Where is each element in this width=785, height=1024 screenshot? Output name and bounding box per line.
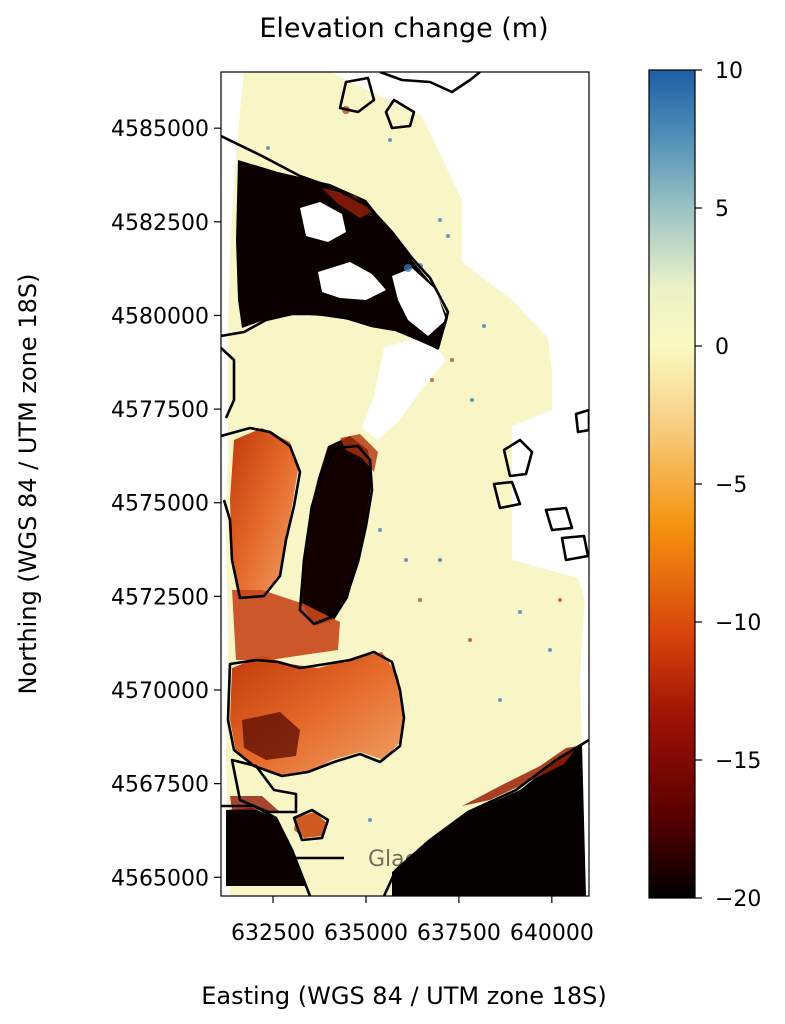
x-axis-ticks: 632500 635000 637500 640000 [231,896,594,946]
y-tick-label: 4582500 [111,211,209,236]
southern-glacier-core [242,712,300,760]
legend: Glacier outline [292,847,528,872]
no-data-gap [512,412,560,560]
west-edge-outline [221,347,302,600]
colorbar-tick-label: 0 [715,335,729,360]
southern-inner-outline [230,758,298,814]
x-tick-label: 637500 [417,921,501,946]
chart-title: Elevation change (m) [259,13,548,44]
northern-glacier-outline [221,134,450,350]
colorbar-tick-label: 5 [715,197,729,222]
x-axis-label: Easting (WGS 84 / UTM zone 18S) [201,982,607,1010]
no-data-patch [318,262,386,300]
x-tick-label: 635000 [324,921,408,946]
y-tick-label: 4585000 [111,117,209,142]
positive-change-speckles [266,138,552,822]
colorbar-tick-label: 10 [715,59,743,84]
axes-frame [220,71,590,897]
small-glacier-outline [292,808,330,842]
y-tick-label: 4567500 [111,773,209,798]
colorbar [648,69,696,899]
colorbar-ticks: 10 5 0 −5 −10 −15 −20 [695,59,761,912]
y-tick-label: 4575000 [111,492,209,517]
no-data-patch [300,202,346,242]
northern-glacier-margin [322,188,372,218]
colorbar-tick-label: −10 [715,611,761,636]
colorbar-tick-label: −20 [715,887,761,912]
x-tick-label: 640000 [510,921,594,946]
y-tick-label: 4570000 [111,679,209,704]
no-data-patch [392,268,446,336]
northern-nunatak-outline [338,76,376,114]
y-tick-label: 4580000 [111,304,209,329]
northern-glacier-dh [236,160,448,350]
x-tick-label: 632500 [231,921,315,946]
y-tick-label: 4572500 [111,585,209,610]
central-glacier-margin [340,434,378,472]
southeast-glacier-outline [382,738,589,896]
small-glacier-dh [294,812,326,838]
western-tongue-dh [232,590,340,660]
glacier-outlines [221,72,589,896]
southern-glaciers-dh [230,652,404,776]
southwest-glacier-outline [221,804,312,896]
y-axis-ticks: 4565000 4567500 4570000 4572500 4575000 45775… [111,117,221,891]
y-tick-label: 4577500 [111,398,209,423]
no-data-gap [362,334,446,440]
y-axis-label: Northing (WGS 84 / UTM zone 18S) [14,274,42,695]
southwest-glacier-dh [226,808,306,886]
southeast-glacier-dh [392,744,586,896]
western-hill-dh [230,428,298,600]
northern-lake-outline [379,72,481,130]
legend-label-glacier-outline: Glacier outline [368,847,528,872]
southeast-glacier-margin [462,746,578,806]
colorbar-tick-label: −15 [715,749,761,774]
y-tick-label: 4565000 [111,866,209,891]
colorbar-tick-label: −5 [715,473,747,498]
east-outliers-outline [492,408,589,562]
central-glacier-outline [298,444,374,626]
